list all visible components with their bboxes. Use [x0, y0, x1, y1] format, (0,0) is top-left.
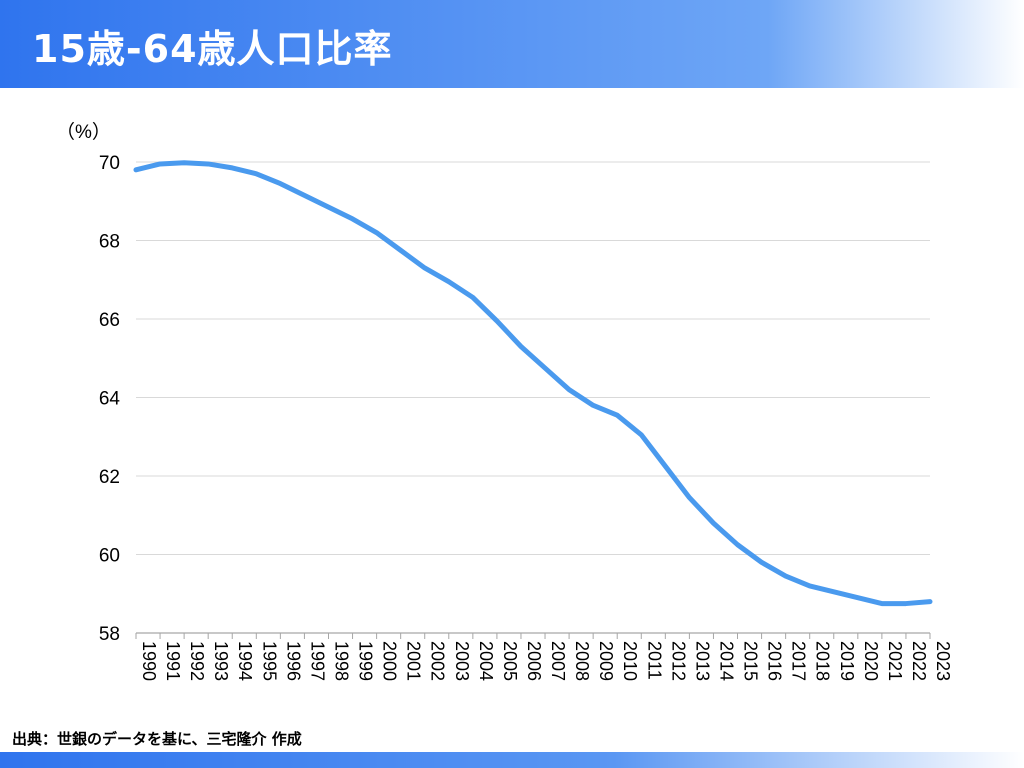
x-tick-label: 1993	[211, 641, 231, 681]
data-point	[640, 434, 642, 436]
y-tick-label: 62	[99, 467, 120, 488]
data-point	[712, 522, 714, 524]
y-tick-label: 68	[99, 232, 120, 253]
x-tick-label: 2019	[837, 641, 857, 681]
x-tick-label: 2023	[933, 641, 953, 681]
data-point	[183, 162, 185, 164]
data-point	[544, 367, 546, 369]
data-point	[231, 167, 233, 169]
x-tick-label: 2008	[572, 641, 592, 681]
data-point	[520, 345, 522, 347]
x-tick-labels: 1990 1991 1992 1993 1994 1995 1996 1997 1998 1999…	[139, 641, 953, 681]
data-point	[664, 465, 666, 467]
x-tick-label: 1994	[235, 641, 255, 681]
x-tick-label: 2012	[668, 641, 688, 681]
y-tick-label: 58	[99, 624, 120, 645]
data-point	[135, 169, 137, 171]
page-title: 15歳-64歳人口比率	[32, 27, 393, 71]
x-tick-label: 2009	[596, 641, 616, 681]
x-tick-label: 1997	[307, 641, 327, 681]
y-tick-label: 60	[99, 546, 120, 567]
x-tick-label: 2006	[524, 641, 544, 681]
x-tick-label: 2015	[741, 641, 761, 681]
y-tick-label: 66	[99, 310, 120, 331]
data-point	[881, 603, 883, 605]
x-tick-label: 1992	[187, 641, 207, 681]
x-tick-label: 2003	[452, 641, 472, 681]
data-point	[159, 163, 161, 165]
data-point	[568, 389, 570, 391]
x-tick-label: 1995	[259, 641, 279, 681]
data-point	[833, 591, 835, 593]
data-point	[327, 206, 329, 208]
x-tick-label: 1991	[163, 641, 183, 681]
data-point	[207, 163, 209, 165]
x-tick-label: 2017	[789, 641, 809, 681]
x-tick-label: 1990	[139, 641, 159, 681]
data-point	[303, 194, 305, 196]
data-point	[472, 296, 474, 298]
data-point	[737, 544, 739, 546]
x-tick-label: 1996	[283, 641, 303, 681]
data-point	[376, 232, 378, 234]
grid-layer	[136, 161, 930, 555]
data-point	[809, 585, 811, 587]
x-tick-label: 2005	[500, 641, 520, 681]
data-point	[255, 173, 257, 175]
series-layer	[133, 160, 933, 607]
x-tick-label: 2001	[404, 641, 424, 681]
x-tick-label: 2022	[909, 641, 929, 681]
axis-layer	[135, 632, 931, 639]
x-tick-label: 2011	[644, 641, 664, 680]
data-point	[688, 497, 690, 499]
data-point	[352, 218, 354, 220]
y-tick-label: 70	[99, 153, 120, 174]
data-point	[279, 183, 281, 185]
x-tick-label: 2000	[380, 641, 400, 681]
x-tick-label: 2020	[861, 641, 881, 681]
y-tick-labels: 70 68 66 64 62 60 58	[99, 153, 121, 645]
x-tick-label: 2014	[716, 641, 736, 681]
data-point	[592, 404, 594, 406]
data-point	[929, 601, 931, 603]
footer-bar	[0, 752, 1024, 768]
x-tick-label: 2013	[692, 641, 712, 681]
x-tick-label: 2016	[765, 641, 785, 681]
y-axis-unit-label: （%）	[56, 121, 111, 143]
x-tick-label: 2007	[548, 641, 568, 681]
data-point	[400, 249, 402, 251]
x-tick-label: 2018	[813, 641, 833, 681]
x-tick-label: 2010	[620, 641, 640, 681]
y-tick-label: 64	[99, 389, 121, 410]
x-tick-label: 1999	[356, 641, 376, 681]
data-point	[424, 267, 426, 269]
source-note: 出典：世銀のデータを基に、三宅隆介 作成	[12, 730, 302, 748]
data-point	[448, 281, 450, 283]
x-tick-label: 2004	[476, 641, 496, 681]
x-tick-label: 2021	[885, 641, 905, 681]
data-point	[496, 320, 498, 322]
data-point	[616, 414, 618, 416]
data-point	[905, 603, 907, 605]
series-line	[133, 160, 933, 607]
x-tick-label: 1998	[331, 641, 351, 681]
x-tick-label: 2002	[428, 641, 448, 681]
data-point	[785, 575, 787, 577]
data-point	[857, 597, 859, 599]
header-banner: 15歳-64歳人口比率	[0, 0, 1024, 88]
data-point	[761, 561, 763, 563]
